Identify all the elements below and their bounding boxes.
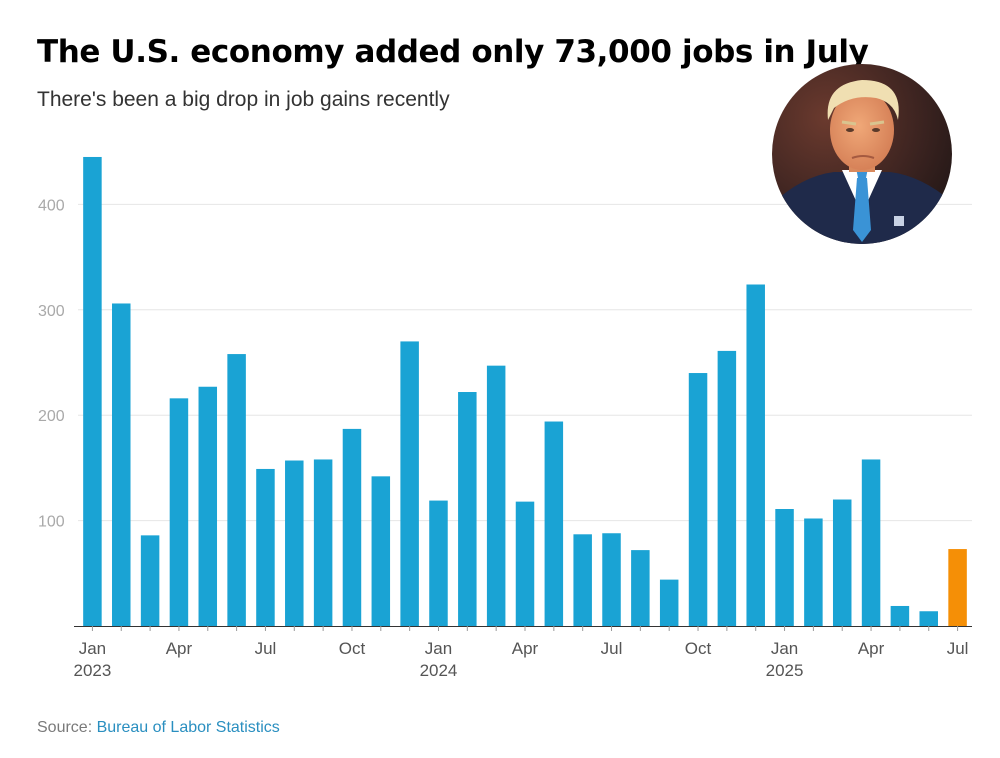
source-link[interactable]: Bureau of Labor Statistics (96, 719, 280, 736)
bar (486, 365, 506, 626)
bar (631, 550, 650, 626)
x-tick-label: Apr (858, 639, 885, 658)
bar (775, 509, 794, 626)
x-tick-label: Jul (255, 639, 277, 658)
x-tick-label: Jan (771, 639, 798, 658)
bar (285, 460, 304, 626)
x-tick-label: Jan (425, 639, 452, 658)
y-tick-label: 300 (38, 303, 65, 320)
bar (140, 535, 160, 626)
chart-title: The U.S. economy added only 73,000 jobs … (37, 34, 869, 70)
bar (198, 386, 218, 626)
y-tick-label: 200 (38, 408, 65, 425)
bar (544, 421, 564, 626)
x-tick-label: Jul (947, 639, 969, 658)
bar (227, 354, 246, 626)
source-note: Source: Bureau of Labor Statistics (37, 719, 280, 737)
x-tick-label: Jul (601, 639, 623, 658)
portrait-photo (772, 64, 952, 244)
bar (659, 579, 679, 626)
bar (342, 428, 362, 626)
x-tick-label: Apr (512, 639, 539, 658)
bar (169, 398, 189, 626)
x-tick-year-label: 2023 (74, 661, 112, 680)
bars (83, 156, 967, 626)
x-tick-year-label: 2025 (766, 661, 804, 680)
bar (832, 499, 852, 626)
bar (919, 611, 938, 626)
bar (371, 476, 391, 626)
x-tick-label: Apr (166, 639, 193, 658)
bar (804, 518, 823, 626)
x-tick-label: Oct (685, 639, 712, 658)
bar (890, 605, 910, 626)
bar (573, 534, 592, 626)
source-label: Source: (37, 719, 93, 736)
bar (256, 468, 275, 626)
x-tick-label: Oct (339, 639, 366, 658)
chart-subtitle: There's been a big drop in job gains rec… (37, 88, 450, 111)
bar (458, 392, 477, 626)
bar (746, 284, 765, 626)
bar (861, 459, 881, 626)
bar (429, 500, 448, 626)
bar (400, 341, 419, 626)
bar (112, 303, 131, 626)
y-tick-label: 100 (38, 514, 65, 531)
x-axis-labels: Jan 2023 Apr Jul Oct Jan 2024 Apr Jul Oct Jan 2025 A… (74, 639, 969, 680)
bar (948, 549, 967, 626)
bar (717, 350, 737, 626)
y-tick-label: 400 (38, 197, 65, 214)
y-axis-labels: 100 200 300 400 (38, 197, 65, 530)
x-tick-year-label: 2024 (420, 661, 458, 680)
bar (602, 533, 621, 626)
bar (83, 156, 102, 626)
x-axis-ticks (74, 626, 972, 631)
bar (688, 373, 708, 626)
bar (313, 459, 333, 626)
bar (515, 501, 535, 626)
x-tick-label: Jan (79, 639, 106, 658)
person-portrait-image (772, 64, 952, 244)
